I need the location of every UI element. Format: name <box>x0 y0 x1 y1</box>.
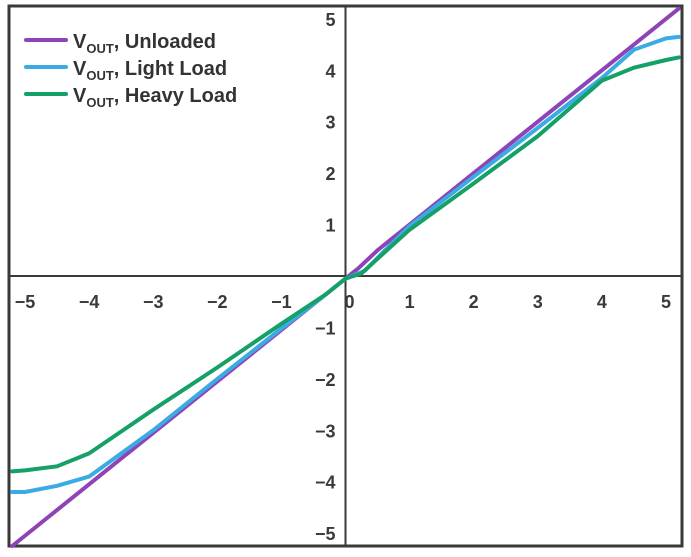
x-tick-label: 4 <box>597 292 607 312</box>
y-tick-label: −3 <box>315 421 336 441</box>
y-tick-label: 5 <box>325 10 335 30</box>
legend-label: VOUT, Unloaded <box>73 31 216 56</box>
x-tick-label: −5 <box>15 292 36 312</box>
series-line-3 <box>10 55 681 474</box>
x-tick-label: −1 <box>271 292 292 312</box>
x-tick-label: 5 <box>661 292 671 312</box>
x-tick-label: 0 <box>344 292 354 312</box>
y-tick-label: 4 <box>325 61 335 81</box>
y-tick-label: 1 <box>325 216 335 236</box>
y-tick-label: −4 <box>315 473 336 493</box>
x-tick-label: 1 <box>405 292 415 312</box>
x-tick-label: −4 <box>79 292 100 312</box>
x-tick-label: −2 <box>207 292 228 312</box>
tick-labels: −5 −4 −3 −2 −1 0 1 2 3 4 5 −5 −4 −3 −2 −1 1 2 3 4 5 <box>15 10 671 544</box>
series-layer <box>10 6 681 548</box>
legend-label: VOUT, Heavy Load <box>73 85 237 110</box>
x-tick-label: −3 <box>143 292 164 312</box>
series-line-1 <box>10 6 681 548</box>
y-tick-label: 2 <box>325 164 335 184</box>
x-tick-label: 3 <box>533 292 543 312</box>
y-tick-label: −1 <box>315 318 336 338</box>
y-tick-label: −5 <box>315 524 336 544</box>
legend-label: VOUT, Light Load <box>73 58 227 83</box>
y-tick-label: −2 <box>315 370 336 390</box>
x-tick-label: 2 <box>469 292 479 312</box>
axes <box>9 6 682 546</box>
y-tick-label: 3 <box>325 113 335 133</box>
